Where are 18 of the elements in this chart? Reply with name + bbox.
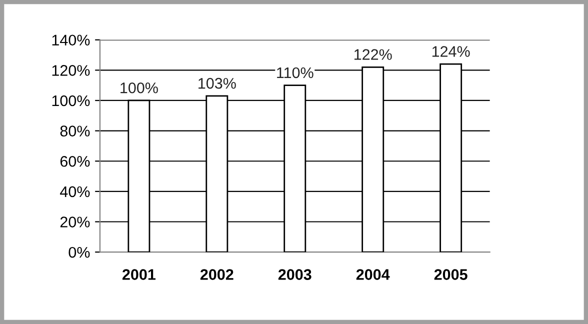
- data-label: 103%: [198, 78, 236, 89]
- y-tick-label: 20%: [60, 216, 90, 228]
- x-tick-label: 2003: [278, 269, 312, 280]
- y-tick-label: 0%: [68, 246, 90, 258]
- x-tick-label: 2005: [434, 269, 468, 280]
- y-tick-label: 120%: [52, 65, 90, 76]
- data-label: 122%: [354, 49, 392, 60]
- y-tick-label: 80%: [60, 126, 90, 136]
- x-tick-label: 2001: [122, 269, 156, 280]
- data-label: 100%: [120, 82, 158, 94]
- data-label: 110%: [277, 67, 314, 78]
- data-label: 124%: [432, 46, 470, 57]
- y-tick-label: 40%: [60, 186, 90, 198]
- y-tick-label: 100%: [52, 95, 90, 106]
- y-tick-label: 60%: [60, 156, 90, 167]
- y-tick-label: 140%: [52, 34, 90, 46]
- x-tick-label: 2004: [356, 269, 390, 280]
- x-tick-label: 2002: [200, 269, 234, 280]
